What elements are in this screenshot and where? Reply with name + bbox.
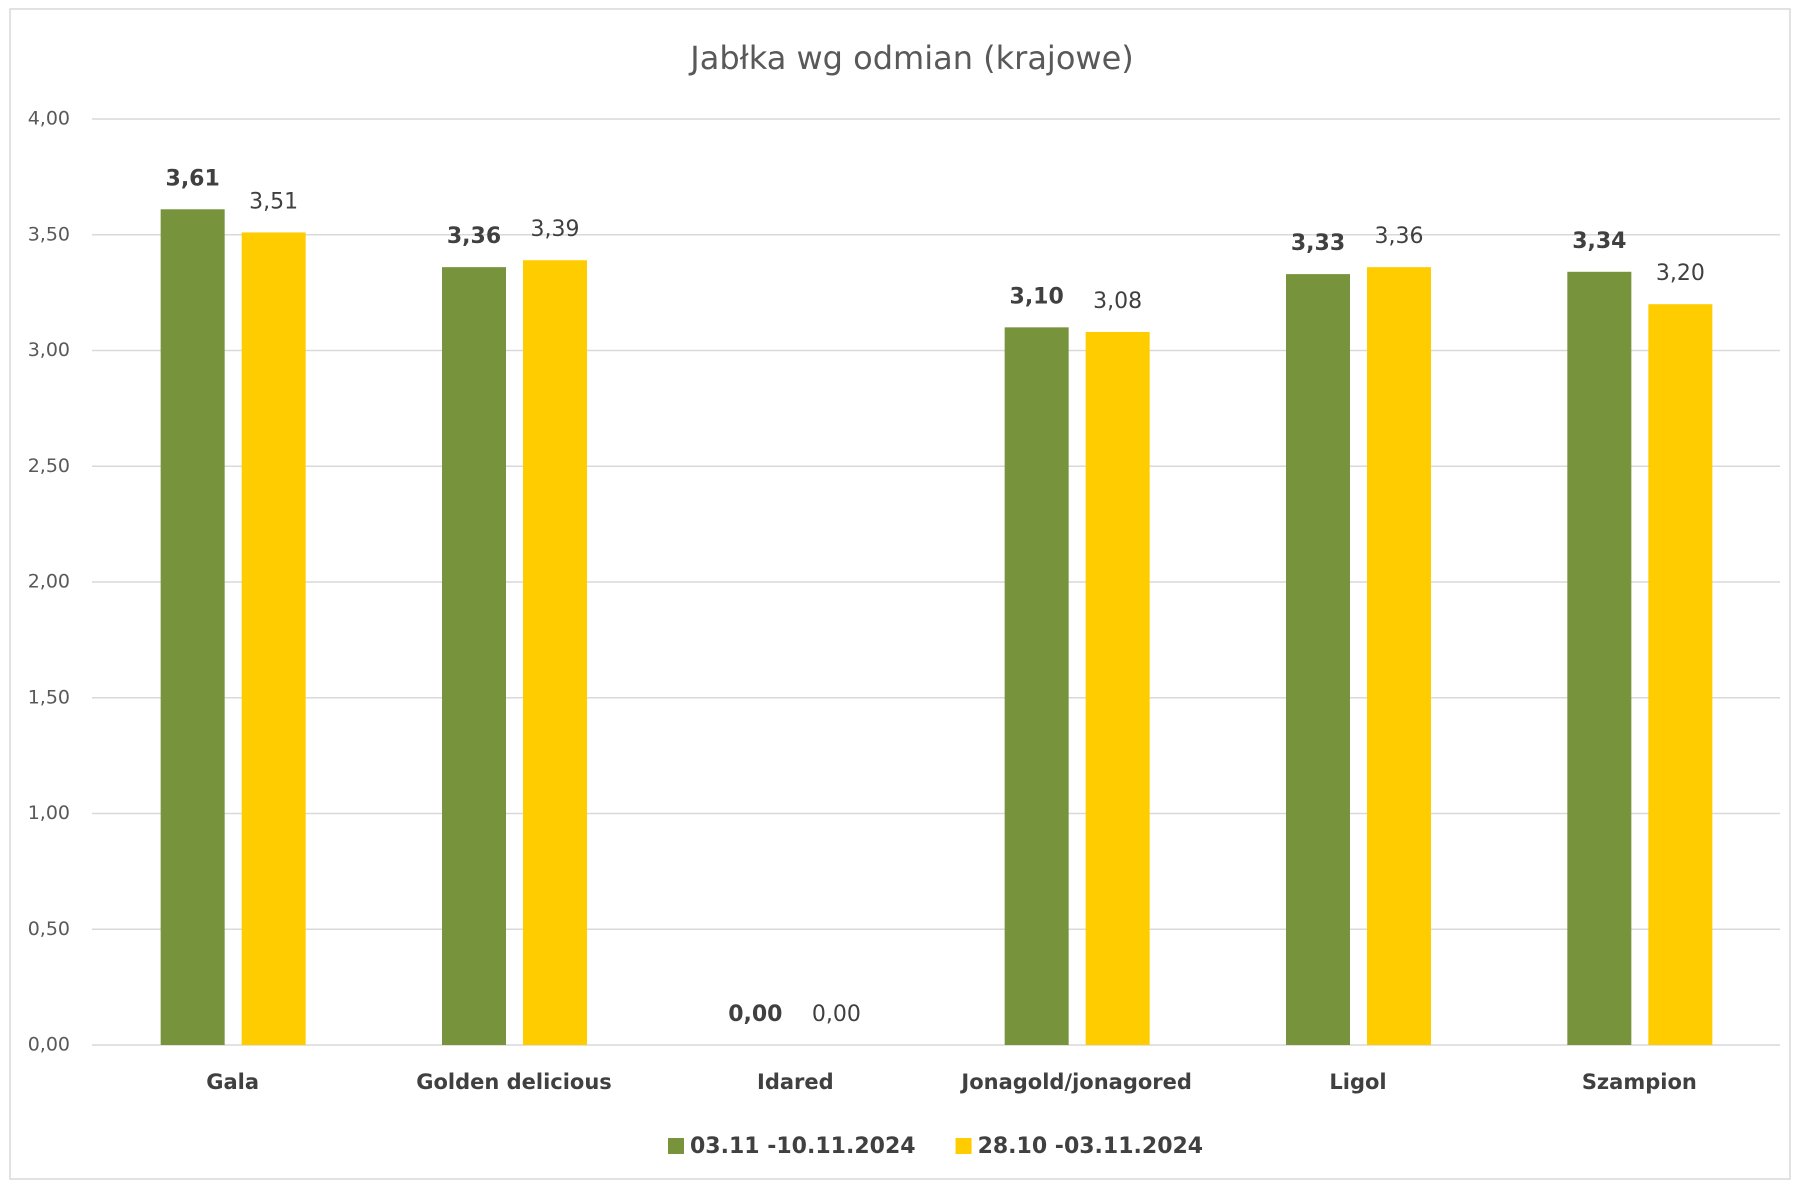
x-tick-label: Jonagold/jonagored	[959, 1070, 1192, 1094]
y-tick-label: 1,50	[28, 686, 70, 708]
data-label: 3,39	[531, 217, 580, 242]
y-tick-label: 0,00	[28, 1034, 70, 1056]
bar	[1648, 304, 1713, 1045]
bar	[523, 260, 587, 1046]
x-tick-label: Szampion	[1582, 1070, 1697, 1094]
data-label: 3,61	[166, 166, 220, 191]
x-tick-label: Ligol	[1329, 1070, 1386, 1094]
y-tick-label: 2,00	[28, 571, 70, 593]
data-label: 3,34	[1572, 229, 1626, 254]
legend-label: 03.11 -10.11.2024	[690, 1134, 916, 1159]
bar	[241, 232, 306, 1045]
bar	[1286, 274, 1350, 1046]
y-tick-label: 0,50	[28, 918, 70, 940]
legend-swatch	[955, 1138, 972, 1154]
data-label: 3,10	[1010, 284, 1064, 309]
bar	[1367, 267, 1431, 1045]
legend-swatch	[668, 1138, 684, 1154]
data-label: 3,51	[249, 189, 298, 214]
data-label: 0,00	[728, 1002, 782, 1027]
bar	[160, 209, 225, 1045]
bar	[1004, 327, 1069, 1046]
bar	[442, 267, 506, 1045]
data-label: 0,00	[812, 1002, 861, 1027]
bar	[1567, 271, 1632, 1045]
y-tick-label: 1,00	[28, 802, 70, 824]
data-label: 3,08	[1093, 289, 1142, 314]
x-tick-label: Idared	[757, 1070, 834, 1094]
bar	[1085, 331, 1150, 1046]
chart-title: Jabłka wg odmian (krajowe)	[688, 39, 1133, 77]
y-tick-label: 2,50	[28, 455, 70, 477]
x-tick-label: Golden delicious	[416, 1070, 612, 1094]
data-label: 3,33	[1291, 231, 1345, 256]
x-tick-label: Gala	[206, 1070, 259, 1094]
legend-label: 28.10 -03.11.2024	[978, 1134, 1204, 1159]
y-tick-label: 4,00	[28, 108, 70, 130]
y-tick-label: 3,00	[28, 339, 70, 361]
data-label: 3,36	[1375, 224, 1424, 249]
data-label: 3,20	[1656, 261, 1705, 286]
data-label: 3,36	[447, 224, 501, 249]
chart-frame	[9, 8, 1791, 1180]
y-tick-label: 3,50	[28, 223, 70, 245]
